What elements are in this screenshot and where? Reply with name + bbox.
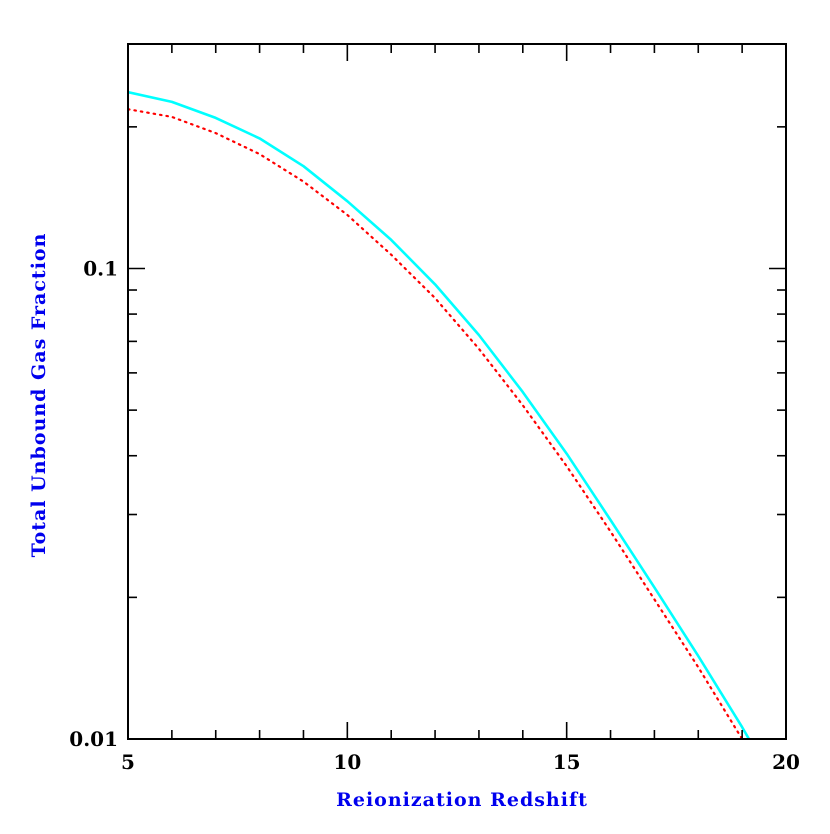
y-axis-title: Total Unbound Gas Fraction (28, 233, 50, 558)
series-layer (128, 90, 751, 739)
y-tick-label: 0.1 (83, 256, 118, 280)
x-tick-label: 5 (121, 750, 135, 774)
x-axis-title: Reionization Redshift (336, 789, 588, 811)
x-tick-label: 20 (772, 750, 800, 774)
x-tick-label: 10 (333, 750, 361, 774)
ticks-layer (127, 44, 787, 740)
series-line-dotted (128, 108, 744, 739)
series-line-solid (128, 90, 751, 739)
labels-layer: 5 10 15 20 0.01 0.1 (69, 256, 800, 774)
plot-frame (127, 43, 787, 740)
x-tick-label: 15 (553, 750, 581, 774)
y-tick-label: 0.01 (69, 727, 118, 751)
